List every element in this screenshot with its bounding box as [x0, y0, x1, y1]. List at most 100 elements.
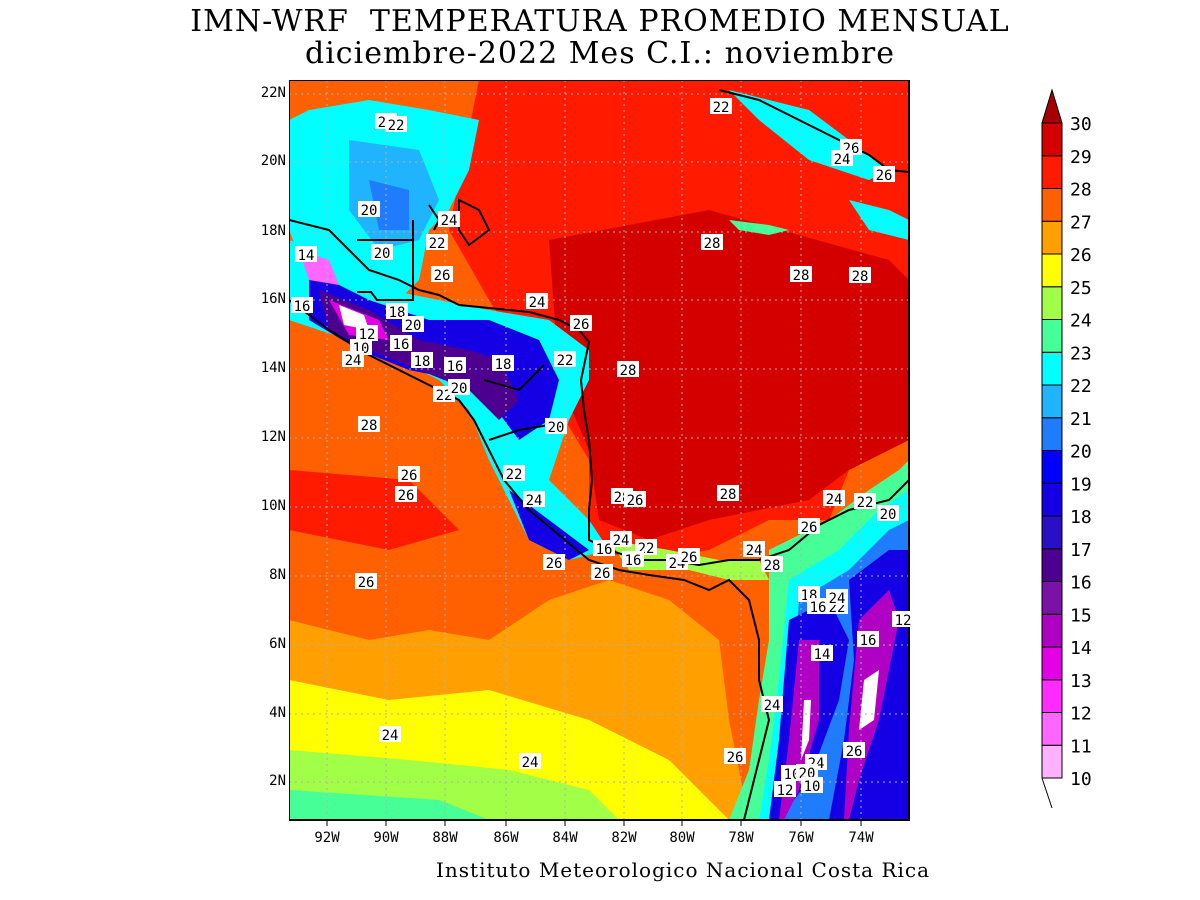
colorbar-level-label: 11 [1070, 736, 1092, 757]
contour-label: 26 [624, 491, 646, 509]
contour-label: 14 [295, 246, 317, 264]
contour-label: 28 [761, 556, 783, 574]
credit-text: Instituto Meteorologico Nacional Costa R… [436, 858, 931, 882]
colorbar-level-label: 23 [1070, 343, 1092, 364]
contour-label: 26 [591, 564, 613, 582]
contour-label: 26 [395, 486, 417, 504]
svg-text:14: 14 [814, 647, 831, 663]
contour-label: 20 [448, 379, 470, 397]
colorbar-level-label: 14 [1070, 638, 1092, 659]
svg-text:24: 24 [764, 698, 781, 714]
lat-tick-label: 20N [260, 153, 286, 169]
colorbar-box [1041, 515, 1063, 550]
lon-tick-label: 80W [669, 830, 695, 846]
contour-label: 28 [849, 267, 871, 285]
colorbar-level-label: 16 [1070, 573, 1092, 594]
colorbar-level-label: 12 [1070, 704, 1092, 725]
contour-label: 24 [743, 541, 765, 559]
map-subtitle: diciembre-2022 Mes C.I.: noviembre [305, 36, 895, 71]
contour-label: 16 [593, 540, 615, 558]
contour-label: 28 [790, 266, 812, 284]
colorbar-box [1041, 188, 1063, 222]
colorbar-level-label: 29 [1070, 147, 1092, 168]
contour-label: 20 [358, 201, 380, 219]
colorbar-box [1041, 319, 1063, 353]
contour-label: 18 [386, 303, 408, 321]
colorbar-level-label: 26 [1070, 245, 1092, 266]
svg-text:20: 20 [405, 318, 422, 334]
contour-label: 24 [523, 491, 545, 509]
contour-label: 22 [426, 234, 448, 252]
svg-text:24: 24 [829, 591, 846, 607]
contour-label: 24 [519, 753, 541, 771]
lat-tick-label: 10N [260, 498, 286, 514]
colorbar-level-label: 13 [1070, 671, 1092, 692]
svg-text:24: 24 [382, 728, 399, 744]
lat-tick-label: 12N [260, 429, 286, 445]
svg-text:20: 20 [374, 246, 391, 262]
contour-label: 24 [826, 589, 848, 607]
colorbar-level-label: 21 [1070, 409, 1092, 430]
contour-label-layer: 2422222624262024222014262828281618202426… [291, 98, 914, 799]
lat-tick-label: 4N [269, 705, 286, 721]
colorbar-box [1041, 220, 1063, 255]
colorbar-box [1041, 679, 1063, 713]
contour-label: 28 [717, 485, 739, 503]
svg-text:10: 10 [804, 779, 821, 795]
contour-label: 22 [554, 351, 576, 369]
lon-tick-label: 74W [848, 830, 874, 846]
colorbar-level-label: 10 [1070, 769, 1092, 790]
contour-label: 26 [431, 266, 453, 284]
colorbar-box [1041, 548, 1063, 582]
latitude-tick-labels: 2N 4N 6N 8N 10N 12N 14N 16N 18N 20N 22N [240, 80, 286, 820]
colorbar-labels: 10 11 12 13 14 15 16 17 18 19 20 21 22 23 24 25 26 27 28 29… [1070, 114, 1092, 790]
svg-text:22: 22 [429, 236, 446, 252]
lon-tick-label: 90W [373, 830, 399, 846]
contour-label: 16 [857, 631, 879, 649]
svg-text:24: 24 [522, 755, 539, 771]
colorbar-box [1041, 384, 1063, 419]
contour-label: 26 [570, 315, 592, 333]
colorbar-box [1041, 351, 1063, 386]
contour-label: 10 [801, 777, 823, 795]
svg-text:26: 26 [434, 268, 451, 284]
svg-text:16: 16 [810, 600, 827, 616]
svg-text:18: 18 [414, 354, 431, 370]
contour-label: 20 [402, 316, 424, 334]
svg-text:28: 28 [764, 558, 781, 574]
lat-tick-label: 14N [260, 360, 286, 376]
colorbar-box [1041, 712, 1063, 746]
contour-label: 12 [774, 781, 796, 799]
colorbar-arrow [1041, 88, 1063, 124]
contour-label: 24 [761, 696, 783, 714]
svg-text:22: 22 [557, 353, 574, 369]
contour-label: 24 [379, 726, 401, 744]
svg-text:16: 16 [860, 633, 877, 649]
svg-text:20: 20 [451, 381, 468, 397]
svg-text:26: 26 [846, 744, 863, 760]
colorbar-level-label: 27 [1070, 212, 1092, 233]
svg-text:24: 24 [834, 152, 851, 168]
contour-label: 24 [342, 351, 364, 369]
contour-label: 24 [610, 531, 632, 549]
svg-text:18: 18 [389, 305, 406, 321]
contour-label: 26 [543, 554, 565, 572]
svg-text:16: 16 [625, 553, 642, 569]
colorbar-box [1041, 286, 1063, 320]
svg-text:24: 24 [345, 353, 362, 369]
colorbar-level-label: 20 [1070, 442, 1092, 463]
contour-label: 22 [710, 98, 732, 116]
svg-text:26: 26 [546, 556, 563, 572]
svg-text:26: 26 [401, 468, 418, 484]
svg-text:14: 14 [298, 248, 315, 264]
svg-text:22: 22 [506, 467, 523, 483]
svg-text:24: 24 [746, 543, 763, 559]
contour-label: 26 [398, 466, 420, 484]
colorbar-level-label: 24 [1070, 311, 1092, 332]
field-28 [549, 210, 909, 540]
map-frame [289, 80, 910, 821]
colorbar-level-label: 17 [1070, 540, 1092, 561]
colorbar-box [1041, 450, 1063, 484]
contour-label: 28 [701, 234, 723, 252]
colorbar-box [1041, 122, 1063, 157]
